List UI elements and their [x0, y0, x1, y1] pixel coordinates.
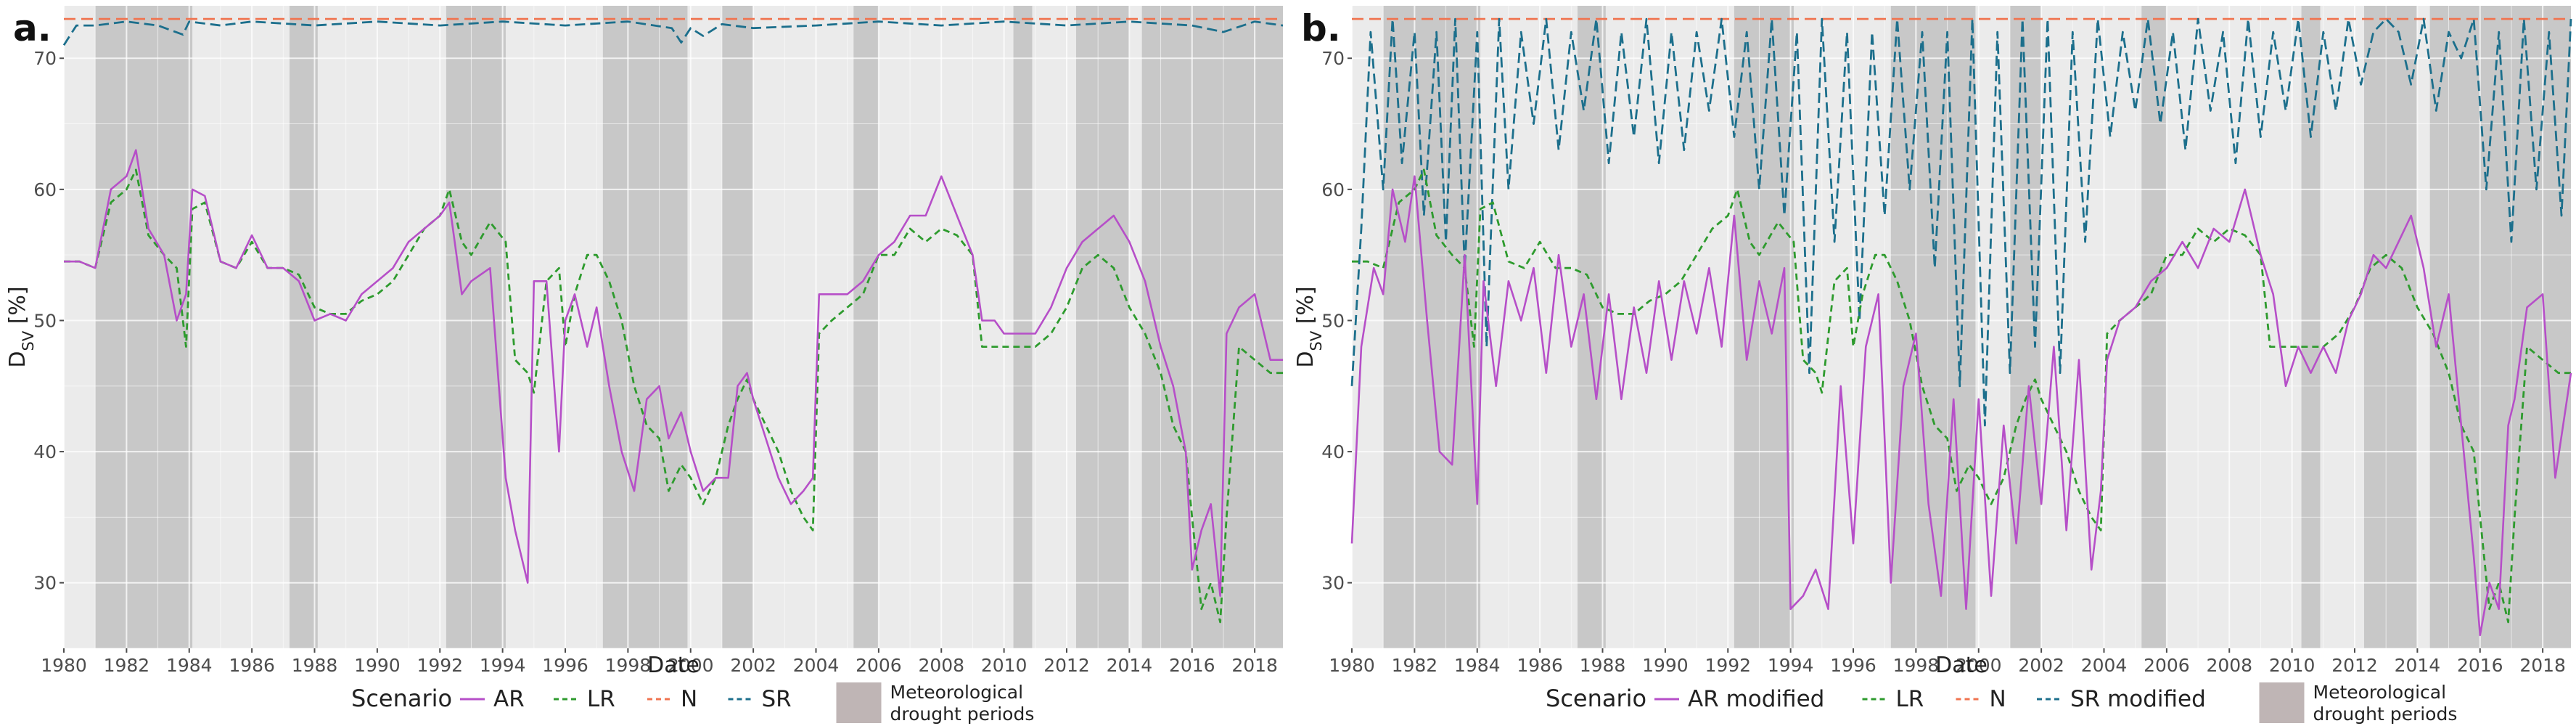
panel-label: a. — [13, 7, 52, 49]
x-tick-label: 2014 — [1107, 655, 1153, 676]
drought-period-band-1 — [1577, 6, 1606, 648]
drought-period-band-0 — [1383, 6, 1481, 648]
legend-label-ar-modified: AR modified — [1688, 686, 1824, 712]
drought-period-band-7 — [2363, 6, 2418, 648]
drought-period-band-2 — [446, 6, 506, 648]
legend-title: Scenario — [351, 685, 452, 712]
legend-label-lr: LR — [1896, 686, 1924, 712]
x-tick-label: 2016 — [2457, 655, 2503, 676]
x-tick-label: 2010 — [981, 655, 1027, 676]
x-tick-label: 1988 — [292, 655, 338, 676]
x-tick-label: 2018 — [2519, 655, 2566, 676]
x-tick-label: 2012 — [1043, 655, 1090, 676]
y-axis-title-main: D — [5, 351, 30, 368]
series-line-lr — [1352, 168, 2571, 624]
x-tick-label: 1996 — [1830, 655, 1876, 676]
y-axis-title-main: D — [1293, 351, 1318, 368]
legend-label-sr: SR — [762, 686, 792, 712]
legend-drought-label-line1: Meteorological — [2313, 682, 2447, 703]
y-tick-label: 30 — [33, 573, 57, 594]
x-tick-label: 1992 — [417, 655, 463, 676]
x-tick-label: 2016 — [1169, 655, 1215, 676]
x-tick-label: 2002 — [2018, 655, 2064, 676]
x-tick-label: 1980 — [1329, 655, 1375, 676]
x-tick-label: 1990 — [354, 655, 401, 676]
drought-period-band-1 — [289, 6, 318, 648]
x-tick-label: 2014 — [2395, 655, 2441, 676]
x-tick-label: 1988 — [1580, 655, 1626, 676]
x-tick-label: 1986 — [1517, 655, 1563, 676]
drought-period-band-6 — [1013, 6, 1033, 648]
x-tick-label: 1998 — [1893, 655, 1940, 676]
y-axis-title-subscript: SV — [20, 330, 37, 351]
y-axis-title-unit: [%] — [1293, 286, 1318, 330]
y-axis-title-subscript: SV — [1308, 330, 1325, 351]
series-line-sr-modified — [1350, 17, 2572, 427]
y-tick-label: 70 — [33, 48, 57, 69]
x-tick-label: 1998 — [605, 655, 652, 676]
x-tick-label: 2012 — [2331, 655, 2378, 676]
x-tick-label: 1986 — [229, 655, 275, 676]
drought-period-band-4 — [721, 6, 754, 648]
legend-drought-swatch — [2259, 682, 2305, 723]
series-line-ar — [64, 149, 1283, 597]
y-tick-label: 60 — [33, 179, 57, 200]
x-tick-label: 2006 — [856, 655, 902, 676]
x-tick-label: 2008 — [2206, 655, 2252, 676]
y-tick-label: 60 — [1321, 179, 1345, 200]
x-axis-title: Date — [647, 653, 700, 678]
x-tick-label: 2004 — [793, 655, 840, 676]
x-tick-label: 1996 — [542, 655, 588, 676]
y-tick-label: 40 — [33, 441, 57, 462]
x-tick-label: 2010 — [2269, 655, 2315, 676]
drought-period-band-0 — [95, 6, 193, 648]
x-tick-label: 2008 — [918, 655, 964, 676]
y-tick-label: 40 — [1321, 441, 1345, 462]
x-tick-label: 1982 — [1392, 655, 1438, 676]
panel-a-chart: 1980 1982 1984 1986 1988 1990 1992 1994 1996 1998… — [5, 6, 1284, 725]
x-tick-label: 2002 — [730, 655, 776, 676]
legend-drought-label-line2: drought periods — [2313, 703, 2458, 725]
y-tick-label: 30 — [1321, 573, 1345, 594]
legend-label-sr-modified: SR modified — [2070, 686, 2206, 712]
x-tick-label: 1984 — [1454, 655, 1501, 676]
x-tick-label: 1992 — [1705, 655, 1751, 676]
x-tick-label: 2006 — [2144, 655, 2190, 676]
x-tick-label: 2000 — [668, 655, 714, 676]
legend-label-ar: AR — [493, 686, 525, 712]
panel-label: b. — [1301, 7, 1341, 49]
y-axis-title-unit: [%] — [5, 286, 30, 330]
legend-drought-label-line2: drought periods — [890, 703, 1035, 725]
legend-drought-label-line1: Meteorological — [890, 682, 1024, 703]
x-axis-title: Date — [1935, 653, 1988, 678]
legend-label-lr: LR — [587, 686, 615, 712]
x-tick-label: 1994 — [1768, 655, 1814, 676]
series-line-ar-modified — [1350, 175, 2572, 637]
x-tick-label: 2018 — [1231, 655, 1278, 676]
panel-b-chart: 1980 1982 1984 1986 1988 1990 1992 1994 1996 1998… — [1293, 6, 2572, 725]
drought-period-band-7 — [1075, 6, 1130, 648]
y-axis-title: DSV [%] — [5, 286, 37, 367]
y-tick-label: 50 — [1321, 310, 1345, 331]
y-tick-label: 50 — [33, 310, 57, 331]
x-tick-label: 1982 — [104, 655, 150, 676]
legend-drought-swatch — [836, 682, 882, 723]
x-tick-label: 2000 — [1956, 655, 2002, 676]
x-tick-label: 1980 — [41, 655, 87, 676]
x-tick-label: 2004 — [2081, 655, 2128, 676]
y-tick-label: 70 — [1321, 48, 1345, 69]
drought-period-band-5 — [853, 6, 879, 648]
y-axis-title: DSV [%] — [1293, 286, 1325, 367]
x-tick-label: 1994 — [480, 655, 526, 676]
drought-period-band-8 — [2429, 6, 2571, 648]
series-line-sr — [62, 20, 1284, 46]
legend-label-n: N — [1990, 686, 2006, 712]
drought-period-band-8 — [1141, 6, 1283, 648]
x-tick-label: 1984 — [166, 655, 213, 676]
legend-label-n: N — [681, 686, 697, 712]
x-tick-label: 1990 — [1642, 655, 1689, 676]
drought-period-band-6 — [2301, 6, 2321, 648]
drought-period-band-3 — [602, 6, 688, 648]
legend-title: Scenario — [1546, 685, 1646, 712]
